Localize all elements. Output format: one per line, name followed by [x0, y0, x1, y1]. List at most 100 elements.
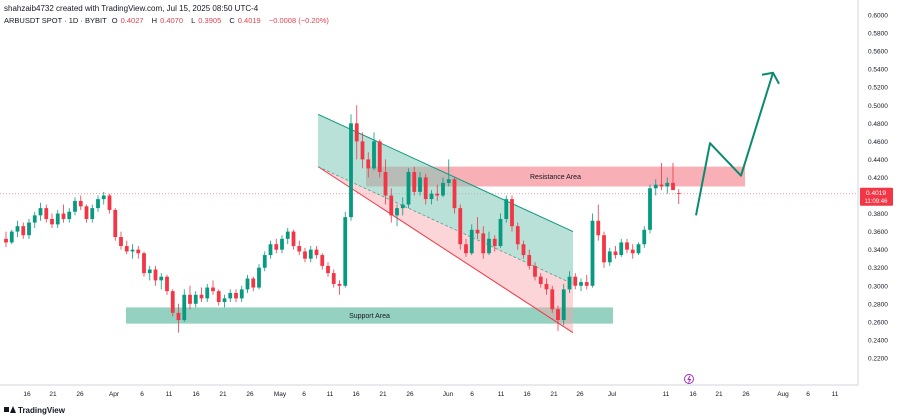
- candle-body: [55, 213, 60, 225]
- candle: [648, 184, 652, 234]
- candle: [354, 105, 359, 160]
- candle: [67, 208, 72, 223]
- candle: [544, 278, 549, 295]
- candle: [73, 197, 77, 216]
- time-tick-label: 6: [140, 391, 144, 398]
- candle: [32, 211, 37, 228]
- time-tick-label: 6: [470, 391, 474, 398]
- candle-body: [176, 312, 181, 321]
- candle: [579, 278, 583, 292]
- candle-body: [441, 182, 445, 196]
- candle: [389, 188, 394, 223]
- time-tick-label: 26: [576, 391, 584, 398]
- candle: [268, 240, 273, 259]
- candle: [406, 168, 411, 209]
- support-zone: [126, 307, 613, 324]
- candle-body: [147, 269, 152, 274]
- candle: [136, 246, 141, 259]
- candle: [142, 251, 146, 277]
- time-tick-label: 21: [219, 391, 227, 398]
- candle: [280, 235, 284, 254]
- candle-body: [625, 242, 629, 250]
- candle-body: [389, 195, 394, 216]
- candle-body: [165, 276, 169, 292]
- candle-body: [142, 253, 146, 274]
- candle: [619, 238, 624, 257]
- candle-body: [498, 218, 503, 247]
- candle-body: [136, 249, 141, 254]
- candle: [429, 190, 434, 205]
- candle-body: [429, 193, 434, 200]
- candle-body: [458, 208, 463, 245]
- candle: [360, 132, 365, 169]
- candle-body: [665, 182, 670, 187]
- candle-body: [648, 188, 652, 230]
- candle-body: [579, 282, 583, 286]
- time-tick-label: 11: [832, 391, 839, 398]
- candle-body: [602, 235, 606, 263]
- time-tick-label: Apr: [109, 391, 120, 398]
- candle: [515, 222, 520, 250]
- candle-body: [446, 179, 451, 183]
- candle-body: [234, 292, 238, 299]
- time-tick-label: 16: [23, 391, 31, 398]
- candle: [492, 235, 497, 252]
- candle: [182, 289, 187, 322]
- candle: [222, 294, 227, 308]
- candle-body: [567, 276, 572, 290]
- candle: [84, 204, 89, 223]
- candle-body: [193, 294, 198, 304]
- candle-body: [533, 265, 537, 277]
- projection-arrow: [695, 71, 780, 216]
- candle-body: [326, 265, 330, 274]
- candle-body: [274, 244, 279, 250]
- candle: [234, 289, 238, 302]
- candle-body: [354, 123, 359, 142]
- candle-body: [251, 278, 256, 288]
- candle-body: [412, 172, 417, 192]
- candle-body: [423, 177, 428, 200]
- candle: [349, 114, 353, 221]
- candle-body: [182, 294, 187, 321]
- candle: [257, 264, 261, 290]
- candle: [170, 289, 175, 317]
- symbol-name[interactable]: ARBUSDT SPOT · 1D · BYBIT: [4, 16, 107, 25]
- candle: [159, 273, 164, 290]
- candle: [464, 238, 468, 257]
- candle-body: [630, 249, 635, 254]
- candle-body: [550, 289, 555, 310]
- time-tick-label: 26: [742, 391, 750, 398]
- candle: [337, 280, 342, 295]
- candle-body: [331, 273, 336, 284]
- candle-body: [653, 184, 658, 189]
- time-tick-label: 21: [550, 391, 558, 398]
- open-value: O 0.4027: [111, 16, 144, 25]
- price-axis[interactable]: 0.6000 0.5800 0.5600 0.5400 0.5200 0.5000 0.48…: [860, 13, 893, 363]
- price-tick-label: 0.3600: [868, 229, 888, 236]
- candle-body: [280, 238, 284, 250]
- candle-body: [303, 251, 307, 259]
- resistance-label: Resistance Area: [530, 174, 581, 181]
- price-tick-label: 0.2800: [868, 301, 888, 308]
- low-value: L 0.3905: [191, 16, 222, 25]
- candle-body: [124, 246, 129, 252]
- candle: [487, 231, 491, 256]
- candle-body: [170, 291, 175, 313]
- candle-body: [239, 289, 244, 299]
- candle-body: [360, 141, 365, 160]
- candle-body: [400, 204, 405, 209]
- candle: [469, 224, 474, 256]
- candle: [199, 287, 204, 302]
- close-value: C 0.4019: [229, 16, 261, 25]
- candle: [504, 195, 509, 223]
- candle-body: [205, 287, 210, 299]
- candle: [510, 195, 514, 232]
- candle-body: [504, 199, 509, 219]
- candle: [521, 240, 526, 259]
- time-axis[interactable]: 16 21 26 Apr 6 11 16 21 26 May 6 11 16 21 26 Jun 6 11 16 21…: [23, 374, 839, 399]
- candle: [21, 222, 26, 239]
- candle: [274, 238, 279, 254]
- candle-body: [199, 294, 204, 299]
- candle-body: [297, 246, 302, 252]
